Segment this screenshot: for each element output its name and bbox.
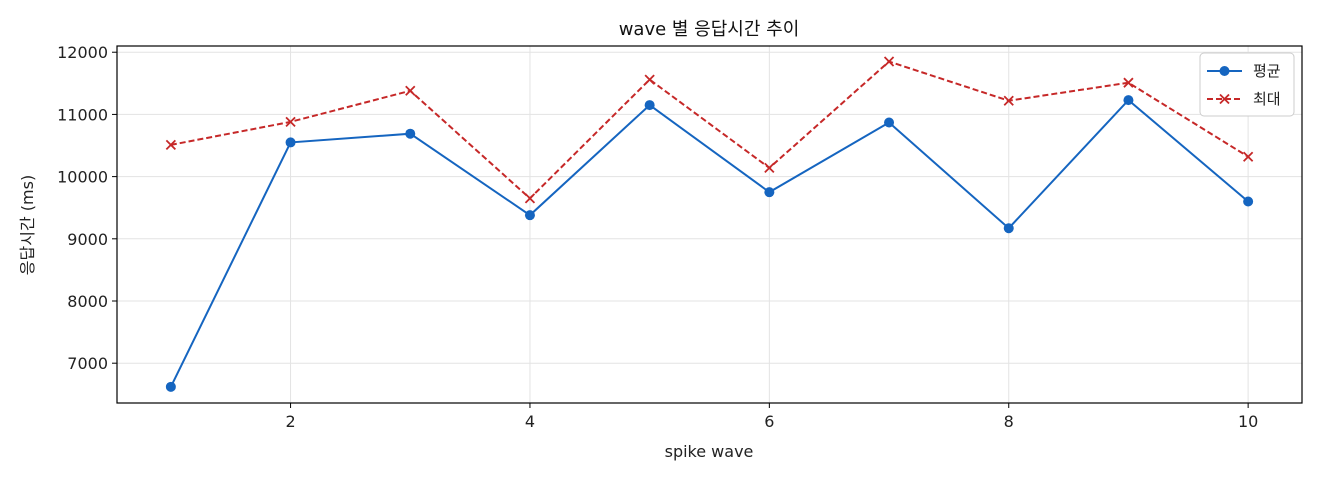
data-point [285,137,296,148]
data-point [764,187,775,198]
data-point [165,139,177,151]
x-tick-label: 8 [1004,412,1014,431]
data-point [1243,196,1254,207]
legend-label: 최대 [1253,90,1281,108]
series-2 [165,56,1254,204]
y-tick-label: 12000 [57,43,108,62]
data-point [884,117,895,128]
data-point [524,193,536,204]
series-line [170,60,1249,200]
chart-title: wave 별 응답시간 추이 [619,19,800,40]
y-axis-title: 응답시간 (ms) [18,175,37,275]
x-tick-label: 4 [525,412,535,431]
data-point [644,100,655,111]
data-point [524,210,535,221]
grid-lines [117,46,1302,403]
legend-item: 최대 [1207,90,1281,108]
data-point [644,74,655,85]
x-tick-label: 6 [764,412,774,431]
data-point [1003,223,1014,234]
data-point [285,116,296,128]
data-point [1243,151,1254,162]
plot-frame [116,45,1303,404]
data-point [1003,95,1014,106]
y-tick-label: 8000 [67,292,108,311]
x-tick-label: 10 [1238,412,1258,431]
y-tick-label: 9000 [67,230,108,249]
data-point [1123,77,1134,88]
data-point [764,162,775,174]
y-tick-label: 11000 [57,105,108,124]
x-tick-label: 2 [285,412,295,431]
data-point [165,381,176,392]
legend-marker [1219,66,1230,76]
y-axis: 7000 8000 9000 10000 11000 12000 [57,43,117,373]
data-point [405,85,416,96]
legend-item: 평균 [1207,62,1281,80]
x-axis-title: spike wave [665,442,754,461]
legend-label: 평균 [1253,62,1281,80]
data-point [883,56,895,67]
y-tick-label: 10000 [57,168,108,187]
data-point [405,128,416,139]
y-tick-label: 7000 [67,354,108,373]
x-axis: 2 4 6 8 10 [285,403,1258,431]
series-1 [165,95,1254,392]
series-layer [165,56,1254,392]
data-point [1123,95,1134,106]
series-line [169,98,1249,388]
legend-marker [1219,93,1230,105]
